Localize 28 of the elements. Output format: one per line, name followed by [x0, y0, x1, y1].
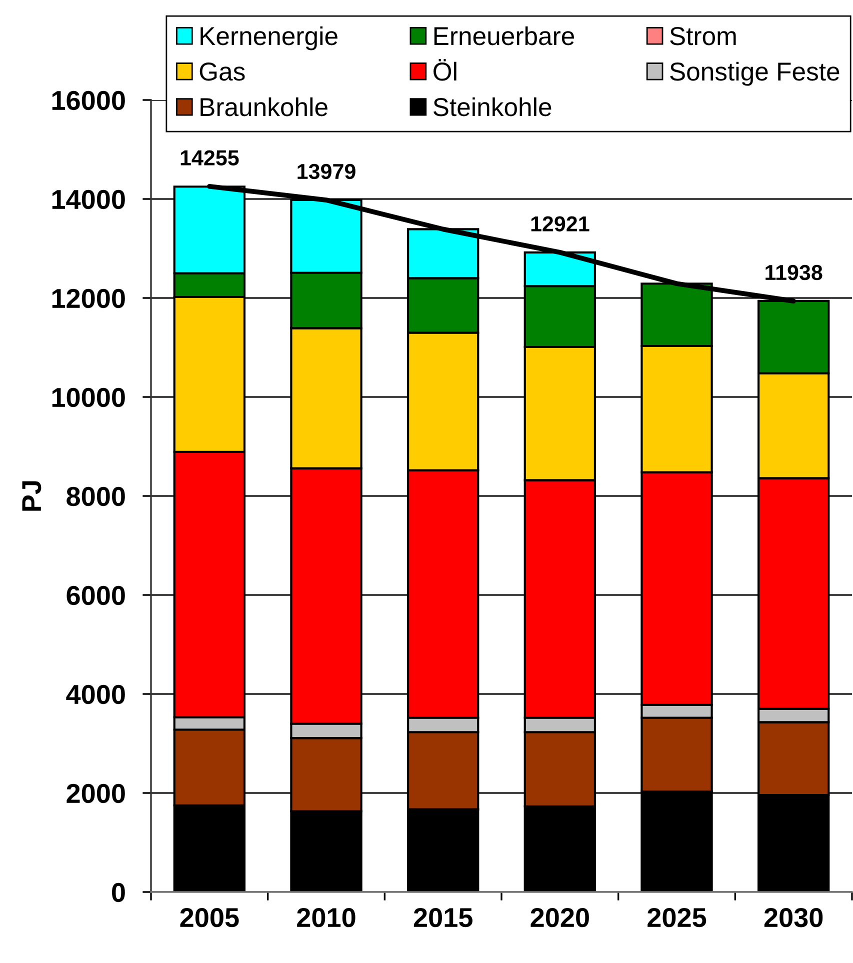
data-label: 13979: [298, 164, 356, 180]
x-tick-label: 2015: [414, 908, 472, 928]
x-tick-label: 2005: [180, 908, 239, 928]
legend-label: Öl: [434, 58, 456, 81]
data-label: 11938: [766, 264, 822, 280]
x-tick-label: 2020: [530, 908, 589, 928]
data-label: 12921: [531, 216, 590, 232]
y-tick-label: 8000: [66, 486, 125, 506]
y-tick-label: 16000: [52, 90, 125, 110]
legend-label: Strom: [670, 27, 736, 46]
x-tick-label: 2030: [764, 908, 823, 928]
x-tick-label: 2010: [297, 908, 356, 928]
y-tick-label: 2000: [66, 784, 125, 804]
legend-label: Kernenergie: [200, 26, 338, 50]
y-tick-label: 0: [112, 882, 125, 902]
y-tick-label: 10000: [52, 388, 125, 408]
y-tick-label: 4000: [66, 684, 125, 704]
y-tick-label: 14000: [52, 190, 125, 210]
y-tick-label: 6000: [66, 586, 125, 606]
legend-label: Erneuerbare: [434, 26, 574, 46]
y-tick-label: 12000: [52, 288, 125, 308]
legend-label: Sonstige Feste: [670, 62, 840, 86]
legend-label: Steinkohle: [433, 97, 552, 116]
data-label: 14255: [180, 150, 239, 166]
legend-label: Braunkohle: [200, 97, 328, 116]
legend-label: Gas: [200, 62, 245, 81]
x-tick-label: 2025: [648, 908, 706, 928]
y-axis-title: PJ: [22, 481, 42, 511]
